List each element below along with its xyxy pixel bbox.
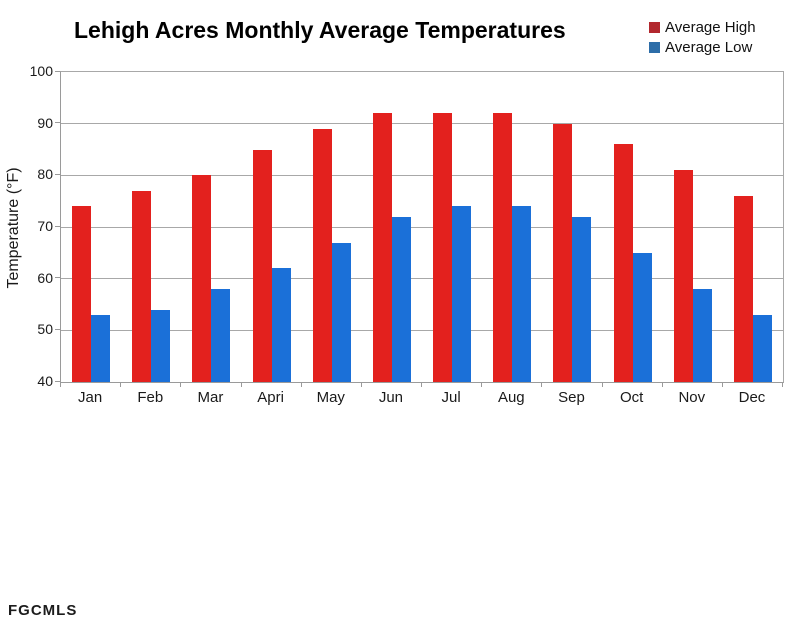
gridline	[61, 226, 783, 228]
bar-average-high-oct	[613, 144, 633, 382]
bar-average-high-jun	[372, 113, 392, 382]
x-tick-label: Jul	[441, 389, 461, 406]
x-tick-mark	[721, 382, 723, 387]
legend-item-average-low: Average Low	[649, 37, 756, 57]
bar-average-high-apri	[252, 149, 272, 382]
y-tick-label: 70	[37, 218, 53, 234]
gridline	[61, 123, 783, 125]
y-tick-label: 100	[29, 63, 53, 79]
bar-average-high-feb	[132, 190, 152, 382]
legend-swatch-high-icon	[649, 21, 660, 33]
x-tick-mark	[541, 382, 543, 387]
bar-average-high-mar	[192, 175, 212, 382]
bar-average-low-feb	[151, 309, 171, 382]
x-tick-label: Oct	[619, 389, 644, 406]
x-tick-mark	[481, 382, 483, 387]
x-tick-label: Dec	[738, 389, 766, 406]
y-axis-labels: 40 50 60 70 80 90 100	[0, 64, 53, 388]
bar-average-low-jul	[452, 206, 472, 382]
bar-average-low-oct	[632, 252, 652, 382]
x-tick-mark	[360, 382, 362, 387]
bar-group-dec	[723, 72, 783, 382]
gridline	[61, 329, 783, 331]
bar-average-low-sep	[572, 216, 592, 382]
legend-swatch-low-icon	[649, 41, 660, 53]
y-tick-mark	[55, 328, 60, 330]
x-tick-mark	[601, 382, 603, 387]
x-tick-mark	[661, 382, 663, 387]
x-axis-labels: Jan Feb Mar Apri May Jun Jul Aug Sep Oct Nov Dec	[60, 389, 782, 406]
x-tick-label: Feb	[137, 389, 164, 406]
bar-average-high-may	[312, 128, 332, 382]
y-axis-ticks	[55, 70, 60, 382]
x-tick-label: Apri	[257, 389, 284, 406]
bar-group-jul	[422, 72, 482, 382]
x-tick-label: Jan	[77, 389, 103, 406]
bar-group-may	[302, 72, 362, 382]
plot-area	[60, 71, 784, 383]
bar-average-high-dec	[733, 196, 753, 382]
x-tick-mark	[240, 382, 242, 387]
x-axis-ticks	[60, 382, 783, 387]
x-tick-mark	[180, 382, 182, 387]
bar-group-aug	[482, 72, 542, 382]
y-tick-label: 50	[37, 321, 53, 338]
watermark-fgcmls: FGCMLS	[8, 602, 78, 619]
bar-average-low-jan	[91, 314, 111, 382]
legend-item-average-high: Average High	[649, 17, 756, 37]
x-tick-label: Jun	[378, 389, 404, 406]
y-tick-mark	[55, 225, 60, 227]
bar-average-low-jun	[391, 216, 411, 382]
x-tick-mark	[421, 382, 422, 387]
gridline	[61, 174, 783, 176]
legend: Average High Average Low	[649, 17, 756, 57]
legend-label-average-high: Average High	[665, 18, 756, 36]
bar-group-jan	[61, 72, 121, 382]
bar-average-high-aug	[493, 113, 513, 382]
x-tick-mark	[782, 382, 783, 387]
bar-group-oct	[603, 72, 663, 382]
bar-average-low-mar	[211, 289, 231, 382]
x-tick-mark	[300, 382, 302, 387]
x-tick-label: Aug	[497, 389, 525, 406]
bar-average-low-aug	[512, 206, 532, 382]
y-tick-label: 90	[37, 114, 53, 131]
bar-average-low-dec	[752, 314, 772, 382]
page-title: Lehigh Acres Monthly Average Temperature…	[74, 17, 566, 43]
bar-group-apri	[242, 72, 302, 382]
x-tick-label: Mar	[197, 389, 224, 406]
y-tick-label: 40	[37, 373, 53, 389]
bar-average-low-may	[331, 242, 351, 382]
y-tick-mark	[55, 277, 60, 279]
y-tick-mark	[55, 122, 60, 124]
y-tick-mark	[55, 70, 60, 72]
bar-group-sep	[542, 72, 602, 382]
y-tick-mark	[55, 380, 60, 382]
bar-average-high-jan	[72, 206, 92, 382]
x-tick-label: Nov	[678, 389, 706, 406]
y-tick-mark	[55, 173, 60, 175]
bar-average-high-nov	[673, 170, 693, 382]
bar-average-low-nov	[692, 289, 712, 382]
bar-group-jun	[362, 72, 422, 382]
bar-average-high-jul	[433, 113, 453, 382]
y-tick-label: 80	[37, 166, 53, 183]
x-tick-label: May	[316, 389, 345, 406]
x-tick-mark	[120, 382, 122, 387]
bar-average-low-apri	[271, 268, 291, 382]
gridline	[61, 278, 783, 280]
bar-average-high-sep	[553, 123, 573, 382]
bar-group-nov	[663, 72, 723, 382]
x-tick-mark	[60, 382, 61, 387]
x-tick-label: Sep	[558, 389, 585, 406]
legend-label-average-low: Average Low	[665, 38, 753, 56]
bar-group-feb	[121, 72, 181, 382]
y-tick-label: 60	[37, 269, 53, 286]
bar-group-mar	[181, 72, 241, 382]
